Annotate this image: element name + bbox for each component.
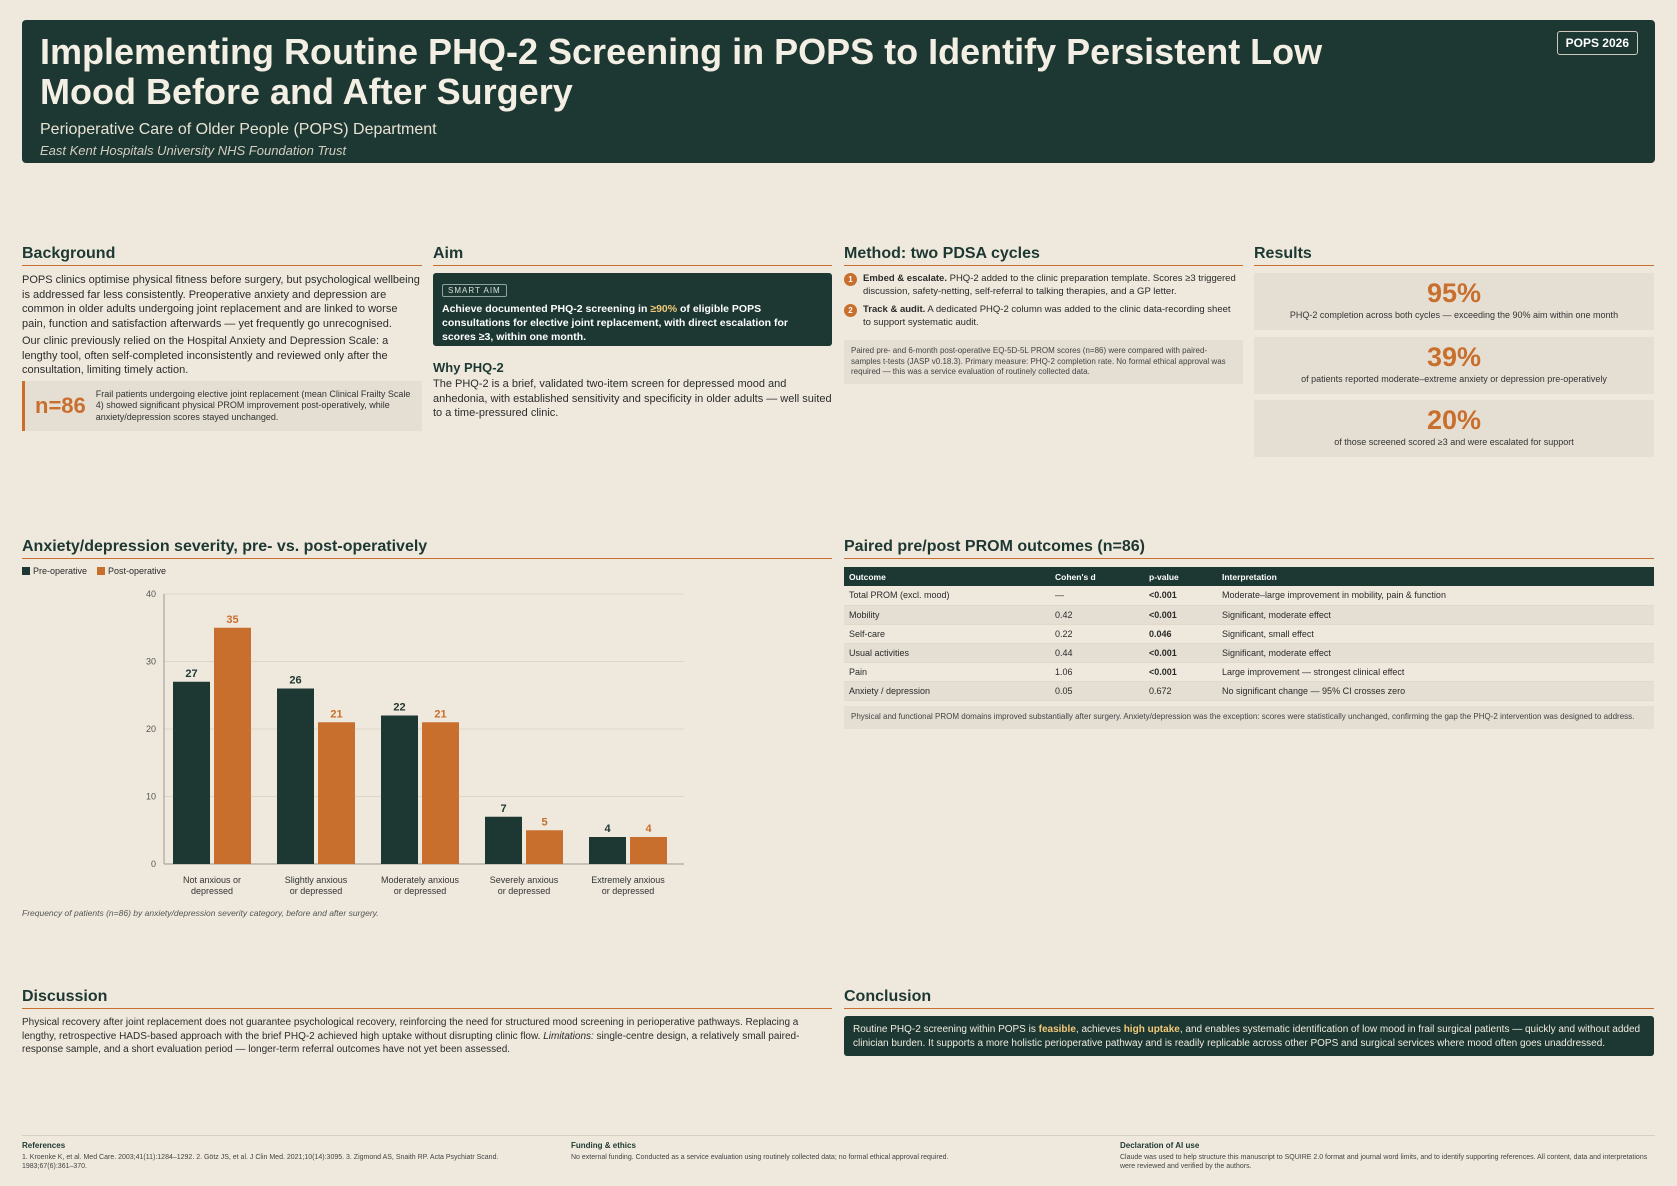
conference-badge: POPS 2026 (1556, 31, 1638, 55)
why-phq2-text: The PHQ-2 is a brief, validated two-item… (433, 378, 832, 419)
bar-pre-4 (589, 837, 626, 864)
bar-value-label: 22 (393, 702, 405, 714)
discussion-title: Discussion (22, 988, 832, 1009)
x-tick-label: Severely anxious (490, 875, 559, 885)
why-phq2-title: Why PHQ-2 (433, 360, 504, 375)
pdsa-step-2: 2 Track & audit. A dedicated PHQ-2 colum… (844, 304, 1240, 329)
aim-target-highlight: ≥90% (650, 303, 678, 315)
footer-divider (22, 1135, 1655, 1136)
smart-aim-box: SMART AIM Achieve documented PHQ-2 scree… (433, 273, 832, 346)
bar-post-3 (526, 830, 563, 864)
y-tick-label: 40 (146, 589, 156, 599)
pdsa-step-1: 1 Embed & escalate. PHQ-2 added to the c… (844, 273, 1240, 298)
bar-value-label: 4 (604, 823, 611, 835)
bar-post-4 (630, 837, 667, 864)
prom-title: Paired pre/post PROM outcomes (n=86) (844, 538, 1654, 559)
background-title: Background (22, 245, 422, 266)
cohort-callout: n=86 Frail patients undergoing elective … (22, 381, 422, 431)
conclusion-title: Conclusion (844, 988, 1654, 1009)
department-name: Perioperative Care of Older People (POPS… (40, 121, 437, 138)
table-row: Usual activities 0.44 <0.001 Significant, m… (844, 643, 1654, 663)
poster-title: Implementing Routine PHQ-2 Screening in … (40, 31, 1323, 112)
x-tick-label: depressed (191, 886, 233, 896)
table-row: Total PROM (excl. mood) — <0.001 Moderate–l… (844, 586, 1654, 606)
table-row: Mobility 0.42 <0.001 Significant, moderate … (844, 605, 1654, 625)
table-row: Anxiety / depression 0.05 0.672 No signific… (844, 681, 1654, 701)
bar-post-1 (318, 722, 355, 864)
table-row: Self-care 0.22 0.046 Significant, small eff… (844, 624, 1654, 644)
method-note: Paired pre- and 6-month post-operative E… (844, 340, 1243, 384)
y-tick-label: 20 (146, 724, 156, 734)
prom-table: Outcome Cohen's d p-value Interpretation… (844, 567, 1654, 701)
aim-title: Aim (433, 245, 832, 266)
bar-value-label: 21 (330, 708, 342, 720)
bar-value-label: 5 (541, 816, 547, 828)
x-tick-label: Extremely anxious (591, 875, 665, 885)
x-tick-label: or depressed (602, 886, 655, 896)
bar-value-label: 7 (500, 803, 506, 815)
result-card-completion: 95% PHQ-2 completion across both cycles … (1254, 273, 1654, 330)
bar-pre-2 (381, 715, 418, 864)
poster-header: Implementing Routine PHQ-2 Screening in … (22, 20, 1655, 163)
y-tick-label: 0 (151, 859, 156, 869)
background-paragraph-2: Our clinic previously relied on the Hosp… (22, 335, 389, 376)
bar-pre-3 (485, 816, 522, 864)
x-tick-label: or depressed (498, 886, 551, 896)
bar-value-label: 21 (434, 708, 446, 720)
method-title: Method: two PDSA cycles (844, 245, 1243, 266)
conclusion-box: Routine PHQ-2 screening within POPS is f… (844, 1016, 1654, 1056)
x-tick-label: Slightly anxious (285, 875, 348, 885)
chart-legend: Pre-operative Post-operative (22, 566, 166, 576)
bar-post-0 (214, 627, 251, 864)
chart-title: Anxiety/depression severity, pre- vs. po… (22, 538, 832, 559)
cohort-description: Frail patients undergoing elective joint… (95, 388, 411, 422)
x-tick-label: or depressed (394, 886, 447, 896)
discussion-text: Physical recovery after joint replacemen… (22, 1017, 800, 1055)
legend-item-pre: Pre-operative (22, 566, 87, 576)
bar-value-label: 35 (226, 614, 238, 626)
background-paragraph-1: POPS clinics optimise physical fitness b… (22, 274, 420, 330)
footer-ai-declaration: Declaration of AI use Claude was used to… (1120, 1141, 1648, 1170)
prom-note: Physical and functional PROM domains imp… (844, 706, 1654, 729)
step-number-icon: 2 (844, 304, 857, 317)
x-tick-label: Not anxious or (183, 875, 241, 885)
bar-pre-1 (277, 688, 314, 864)
bar-post-2 (422, 722, 459, 864)
x-tick-label: or depressed (290, 886, 343, 896)
bar-value-label: 4 (645, 823, 652, 835)
y-tick-label: 30 (146, 657, 156, 667)
footer-references: References 1. Kroenke K, et al. Med Care… (22, 1141, 499, 1170)
table-row: Pain 1.06 <0.001 Large improvement — strong… (844, 662, 1654, 682)
result-card-escalated: 20% of those screened scored ≥3 and were… (1254, 400, 1654, 457)
y-tick-label: 10 (146, 792, 156, 802)
bar-value-label: 26 (289, 675, 301, 687)
chart-caption: Frequency of patients (n=86) by anxiety/… (22, 908, 379, 918)
legend-item-post: Post-operative (97, 566, 166, 576)
smart-aim-text: Achieve documented PHQ-2 screening in ≥9… (442, 303, 788, 343)
smart-aim-tag: SMART AIM (442, 284, 507, 297)
table-header-row: Outcome Cohen's d p-value Interpretation (844, 567, 1654, 586)
bar-pre-0 (173, 681, 210, 864)
footer-funding: Funding & ethics No external funding. Co… (571, 1141, 949, 1161)
step-number-icon: 1 (844, 273, 857, 286)
trust-name: East Kent Hospitals University NHS Found… (40, 143, 347, 158)
bar-value-label: 27 (185, 668, 197, 680)
x-tick-label: Moderately anxious (381, 875, 460, 885)
results-title: Results (1254, 245, 1654, 266)
cohort-size: n=86 (35, 393, 86, 418)
result-card-anxiety: 39% of patients reported moderate–extrem… (1254, 337, 1654, 394)
